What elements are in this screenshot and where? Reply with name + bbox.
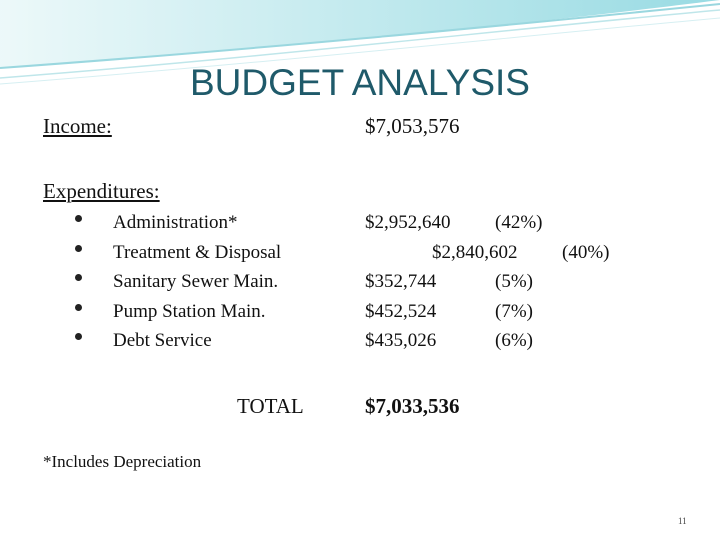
item-name: Debt Service [113, 330, 212, 351]
footnote: *Includes Depreciation [43, 452, 202, 471]
item-amount: $435,026 [365, 330, 437, 351]
bullet [75, 333, 82, 340]
item-name: Sanitary Sewer Main. [113, 271, 279, 292]
header-decoration [0, 0, 720, 85]
income-label: Income: [43, 114, 112, 138]
item-amount: $352,744 [365, 271, 437, 292]
item-amount: $2,952,640 [365, 212, 451, 233]
income-value: $7,053,576 [365, 114, 460, 138]
item-name: Pump Station Main. [113, 300, 266, 322]
total-label: TOTAL [237, 394, 304, 418]
item-name: Administration* [113, 212, 238, 233]
item-percent: (7%) [495, 300, 533, 322]
item-percent: (6%) [495, 330, 533, 351]
item-amount: $452,524 [365, 300, 437, 322]
page-number: 11 [678, 516, 687, 526]
bullet [75, 274, 82, 281]
item-amount: $2,840,602 [432, 241, 518, 263]
total-value: $7,033,536 [365, 394, 460, 418]
item-percent: (5%) [495, 271, 533, 292]
bullet [75, 303, 82, 311]
item-name: Treatment & Disposal [113, 241, 282, 263]
expenditures-label: Expenditures: [43, 179, 160, 203]
item-percent: (40%) [562, 241, 610, 263]
item-percent: (42%) [495, 212, 543, 233]
bullet [75, 244, 82, 252]
title: BUDGET ANALYSIS [190, 62, 530, 103]
bullet [75, 215, 82, 222]
